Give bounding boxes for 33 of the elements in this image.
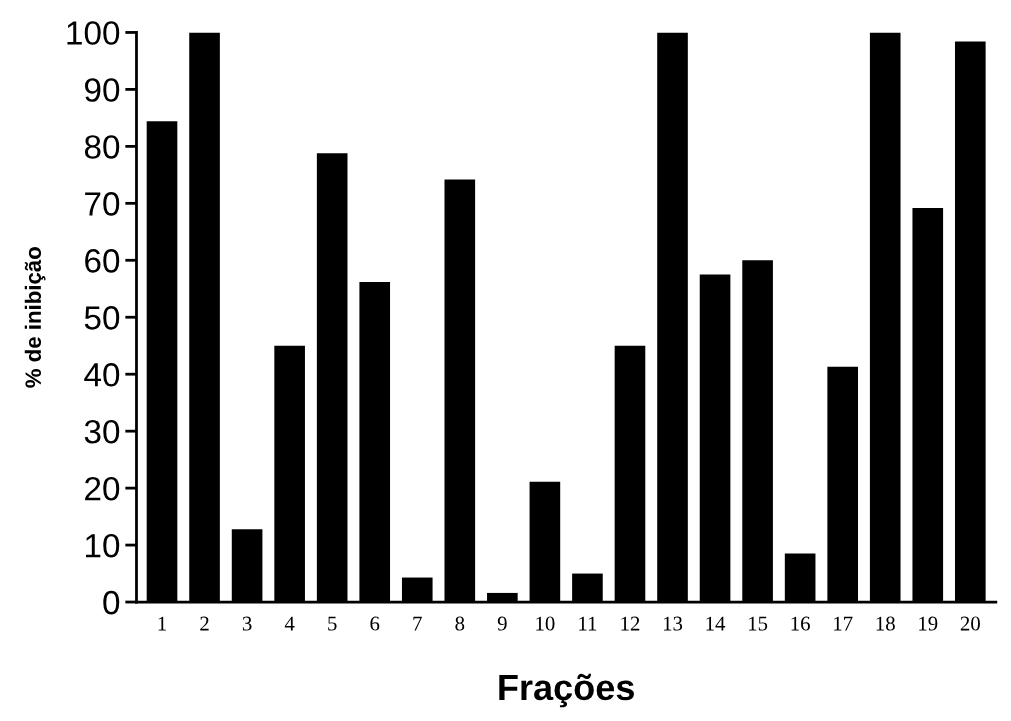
x-tick-label: 16	[791, 616, 810, 631]
x-tick-label: 2	[200, 616, 209, 631]
y-tick-label: 80	[84, 135, 120, 159]
y-axis-title: % de inibição	[24, 247, 46, 388]
y-tick-label: 60	[85, 249, 120, 273]
x-tick-label: 9	[497, 616, 507, 631]
y-tick-label: 30	[84, 419, 120, 444]
x-tick-label: 11	[579, 616, 597, 631]
x-tick-label: 14	[706, 616, 726, 631]
y-tick-label: 90	[85, 78, 120, 102]
x-tick-label: 3	[242, 616, 252, 631]
x-tick-label: 6	[370, 616, 380, 631]
x-tick-label: 7	[413, 616, 422, 631]
y-tick-label: 10	[85, 533, 120, 558]
x-tick-label: 4	[284, 616, 295, 631]
x-tick-label: 13	[663, 616, 683, 631]
x-tick-label: 1	[158, 616, 166, 631]
x-tick-label: 20	[960, 616, 980, 631]
x-tick-label: 15	[749, 616, 768, 631]
x-axis-title: Frações	[499, 673, 634, 708]
x-tick-label: 19	[919, 616, 938, 631]
y-tick-label: 100	[67, 21, 120, 45]
x-tick-label: 5	[328, 616, 337, 631]
y-tick-label: 50	[84, 306, 120, 330]
x-tick-label: 8	[455, 616, 465, 631]
x-tick-label: 18	[876, 616, 895, 631]
y-tick-label: 40	[84, 363, 120, 387]
x-tick-label: 12	[621, 616, 640, 631]
y-tick-label: 70	[85, 192, 120, 216]
y-tick-label: 0	[103, 590, 120, 615]
y-tick-label: 20	[85, 476, 120, 501]
x-tick-label: 10	[536, 616, 555, 631]
x-tick-label: 17	[834, 616, 853, 631]
